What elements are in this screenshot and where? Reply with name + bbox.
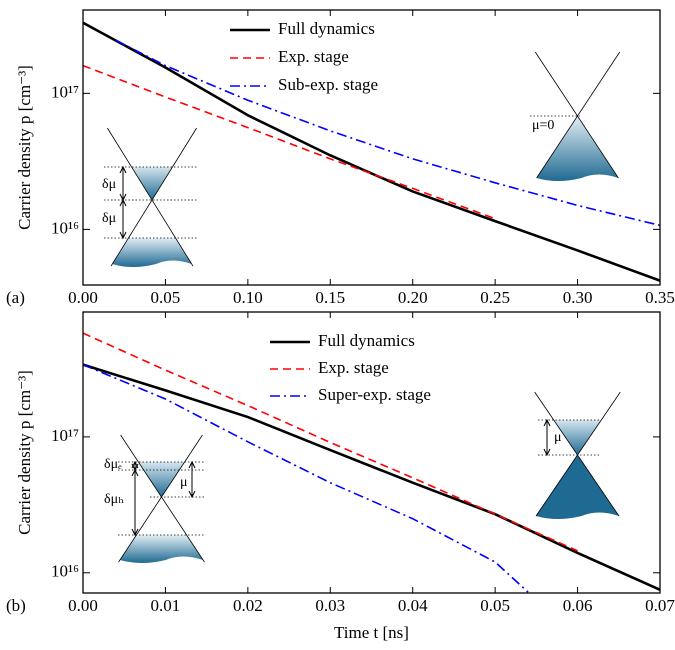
- cone-fill: [138, 462, 185, 497]
- x-tick-label: 0.05: [151, 288, 181, 307]
- arrow-head: [131, 468, 139, 477]
- legend-label: Full dynamics: [318, 331, 415, 350]
- y-tick-label: 10¹⁶: [51, 218, 79, 237]
- x-tick-label: 0.07: [645, 596, 675, 615]
- y-tick-label: 10¹⁷: [51, 426, 79, 445]
- x-tick-label: 0.25: [480, 288, 510, 307]
- x-axis-label: Time t [ns]: [334, 623, 409, 642]
- cone-edge: [535, 391, 621, 517]
- x-tick-label: 0.00: [68, 288, 98, 307]
- legend-label: Exp. stage: [278, 47, 349, 66]
- x-tick-label: 0.05: [480, 596, 510, 615]
- arrow-head: [543, 418, 551, 427]
- annotation: δμ: [102, 177, 116, 192]
- y-tick-label: 10¹⁶: [51, 562, 79, 581]
- x-tick-label: 0.35: [645, 288, 675, 307]
- x-tick-label: 0.00: [68, 596, 98, 615]
- arrow-head: [119, 198, 127, 207]
- x-tick-label: 0.03: [315, 596, 345, 615]
- arrow-head: [119, 165, 127, 174]
- y-axis-label: Carrier density p [cm⁻³]: [15, 370, 34, 535]
- cone-edge: [536, 51, 621, 179]
- annotation: μ: [180, 475, 188, 490]
- annotation: δμ: [102, 211, 116, 226]
- legend-label: Super-exp. stage: [318, 385, 431, 404]
- cone-fill: [553, 420, 602, 455]
- plot-frame: [82, 9, 661, 286]
- x-tick-label: 0.01: [151, 596, 181, 615]
- cone-fill: [112, 238, 192, 267]
- x-tick-label: 0.10: [233, 288, 263, 307]
- cone-fill: [536, 116, 619, 181]
- plot-frame: [82, 311, 661, 594]
- x-tick-label: 0.06: [563, 596, 593, 615]
- series-line: [83, 363, 660, 591]
- arrow-head: [188, 460, 196, 469]
- arrow-head: [119, 231, 127, 240]
- arrow-head: [188, 490, 196, 499]
- annotation: δμₑ: [104, 457, 122, 472]
- cone-edge: [107, 127, 194, 267]
- arrow-head: [131, 528, 139, 537]
- x-tick-label: 0.15: [315, 288, 345, 307]
- x-tick-label: 0.20: [398, 288, 428, 307]
- cone-edge: [118, 434, 203, 563]
- cone-fill: [119, 535, 204, 563]
- cone-fill: [536, 455, 619, 519]
- x-tick-label: 0.30: [563, 288, 593, 307]
- y-tick-label: 10¹⁷: [51, 82, 79, 101]
- arrow-head: [543, 448, 551, 457]
- legend-label: Sub-exp. stage: [278, 75, 378, 94]
- annotation: δμₕ: [104, 492, 124, 507]
- cone-edge: [534, 51, 619, 179]
- cone-edge: [534, 391, 620, 517]
- panel-label: (b): [6, 596, 26, 615]
- annotation: μ: [554, 430, 562, 445]
- annotation: μ=0: [532, 118, 554, 133]
- x-tick-label: 0.04: [398, 596, 428, 615]
- legend-label: Full dynamics: [278, 19, 375, 38]
- panel-label: (a): [6, 288, 25, 307]
- series-line: [83, 363, 529, 593]
- y-axis-label: Carrier density p [cm⁻³]: [15, 65, 34, 230]
- x-tick-label: 0.02: [233, 596, 263, 615]
- cone-edge: [110, 127, 197, 267]
- series-line: [83, 21, 660, 282]
- series-line: [83, 64, 496, 220]
- cone-fill: [131, 167, 173, 200]
- legend-label: Exp. stage: [318, 358, 389, 377]
- cone-edge: [120, 434, 205, 563]
